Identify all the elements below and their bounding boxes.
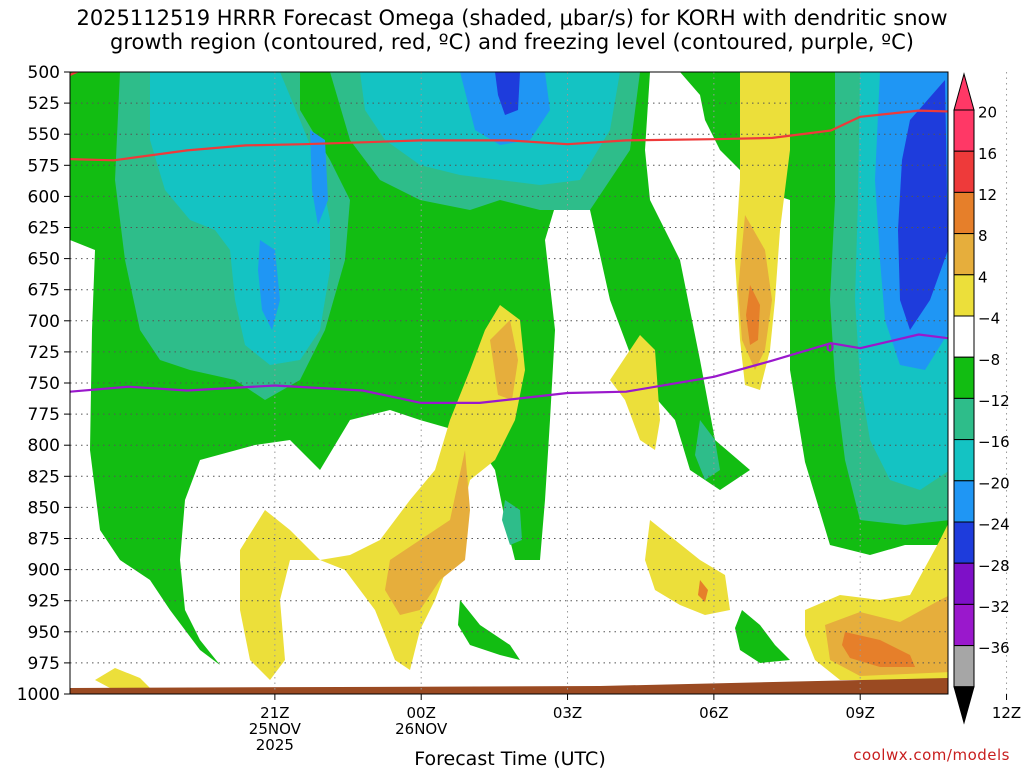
omega-region [258, 240, 280, 330]
y-tick-label: 800 [28, 436, 60, 456]
x-tick-label: 21Z [260, 704, 289, 722]
x-tick-label: 03Z [553, 704, 582, 722]
y-tick-label: 975 [28, 654, 60, 674]
omega-region [385, 450, 470, 615]
colorbar: 20 16 12 8 4 −4 −8 −12 −16 −20 −24 −28 −32 −36 [953, 72, 1010, 725]
colorbar-label: −16 [978, 433, 1010, 451]
y-tick-label: 825 [28, 467, 60, 487]
omega-region [95, 668, 150, 688]
colorbar-label: 16 [978, 145, 997, 163]
omega-region [698, 580, 708, 602]
x-tick-label: 09Z [846, 704, 875, 722]
colorbar-swatch [953, 397, 975, 441]
y-tick-label: 675 [28, 281, 60, 301]
colorbar-swatch [953, 233, 975, 276]
colorbar-cap-top [953, 72, 975, 111]
y-tick-label: 1000 [17, 685, 60, 705]
colorbar-label: −24 [978, 516, 1010, 534]
y-tick-label: 575 [28, 156, 60, 176]
colorbar-swatch [953, 315, 975, 358]
omega-region [490, 320, 518, 400]
colorbar-label: −8 [978, 351, 1000, 369]
colorbar-label: 12 [978, 186, 997, 204]
colorbar-swatch [953, 191, 975, 235]
colorbar-swatch [953, 603, 975, 647]
y-tick-label: 500 [28, 63, 60, 83]
y-tick-label: 625 [28, 219, 60, 239]
x-tick-label: 25NOV [249, 720, 302, 738]
colorbar-swatch [953, 356, 975, 399]
freezing_level-line [70, 333, 948, 404]
y-tick-label: 925 [28, 592, 60, 612]
x-tick-label: 2025 [256, 736, 294, 754]
y-tick-label: 850 [28, 498, 60, 518]
contours: 0 [70, 72, 948, 404]
colorbar-label: 8 [978, 227, 988, 245]
y-tick-label: 600 [28, 187, 60, 207]
y-tick-label: 900 [28, 561, 60, 581]
colorbar-cap-bottom [953, 686, 975, 725]
y-tick-label: 525 [28, 94, 60, 114]
x-tick-label: 12Z [992, 704, 1021, 722]
y-tick-label: 700 [28, 312, 60, 332]
ground-surface [70, 678, 948, 694]
omega-region [458, 600, 520, 660]
y-tick-label: 650 [28, 250, 60, 270]
y-tick-label: 725 [28, 343, 60, 363]
omega-region [738, 215, 772, 370]
y-axis: 500 525 550 575 600 625 650 675 700 725 750 775 800 8… [17, 63, 70, 705]
dendritic_growth_region-line [70, 109, 948, 162]
omega-region [735, 610, 790, 663]
dendritic-corner-segment [70, 72, 80, 77]
colorbar-label: 20 [978, 104, 997, 122]
chart-title-line-1: 2025112519 HRRR Forecast Omega (shaded, … [76, 6, 948, 30]
y-tick-label: 750 [28, 374, 60, 394]
y-tick-label: 775 [28, 405, 60, 425]
omega-region [746, 285, 760, 345]
colorbar-label: −20 [978, 474, 1010, 492]
credit-text[interactable]: coolwx.com/models [853, 746, 1010, 764]
x-axis-label: Forecast Time (UTC) [414, 748, 605, 768]
omega-region [502, 500, 522, 545]
colorbar-swatch [953, 274, 975, 317]
grid-lines [70, 72, 1008, 694]
colorbar-swatch [953, 562, 975, 605]
y-tick-label: 550 [28, 125, 60, 145]
x-tick-label: 00Z [407, 704, 436, 722]
freezing-level-label: 0 [826, 341, 834, 355]
colorbar-label: −36 [978, 639, 1010, 657]
omega-region [842, 632, 915, 667]
colorbar-swatch [953, 521, 975, 564]
colorbar-swatch [953, 480, 975, 523]
colorbar-swatch [953, 150, 975, 193]
colorbar-label: −12 [978, 392, 1010, 410]
colorbar-label: −32 [978, 598, 1010, 616]
colorbar-swatch [953, 439, 975, 482]
omega-region [310, 130, 328, 225]
omega-region [695, 420, 720, 480]
omega-region [645, 520, 730, 615]
chart-title-line-2: growth region (contoured, red, ºC) and f… [110, 30, 914, 54]
omega-region [495, 72, 520, 115]
x-tick-label: 26NOV [395, 720, 448, 738]
omega-region [898, 80, 948, 330]
colorbar-label: −28 [978, 557, 1010, 575]
colorbar-swatch [953, 645, 975, 688]
y-tick-label: 950 [28, 623, 60, 643]
x-tick-label: 06Z [699, 704, 728, 722]
colorbar-swatch [953, 109, 975, 152]
y-tick-label: 875 [28, 530, 60, 550]
colorbar-label: 4 [978, 268, 988, 286]
colorbar-label: −4 [978, 310, 1000, 328]
omega-region [610, 335, 660, 450]
